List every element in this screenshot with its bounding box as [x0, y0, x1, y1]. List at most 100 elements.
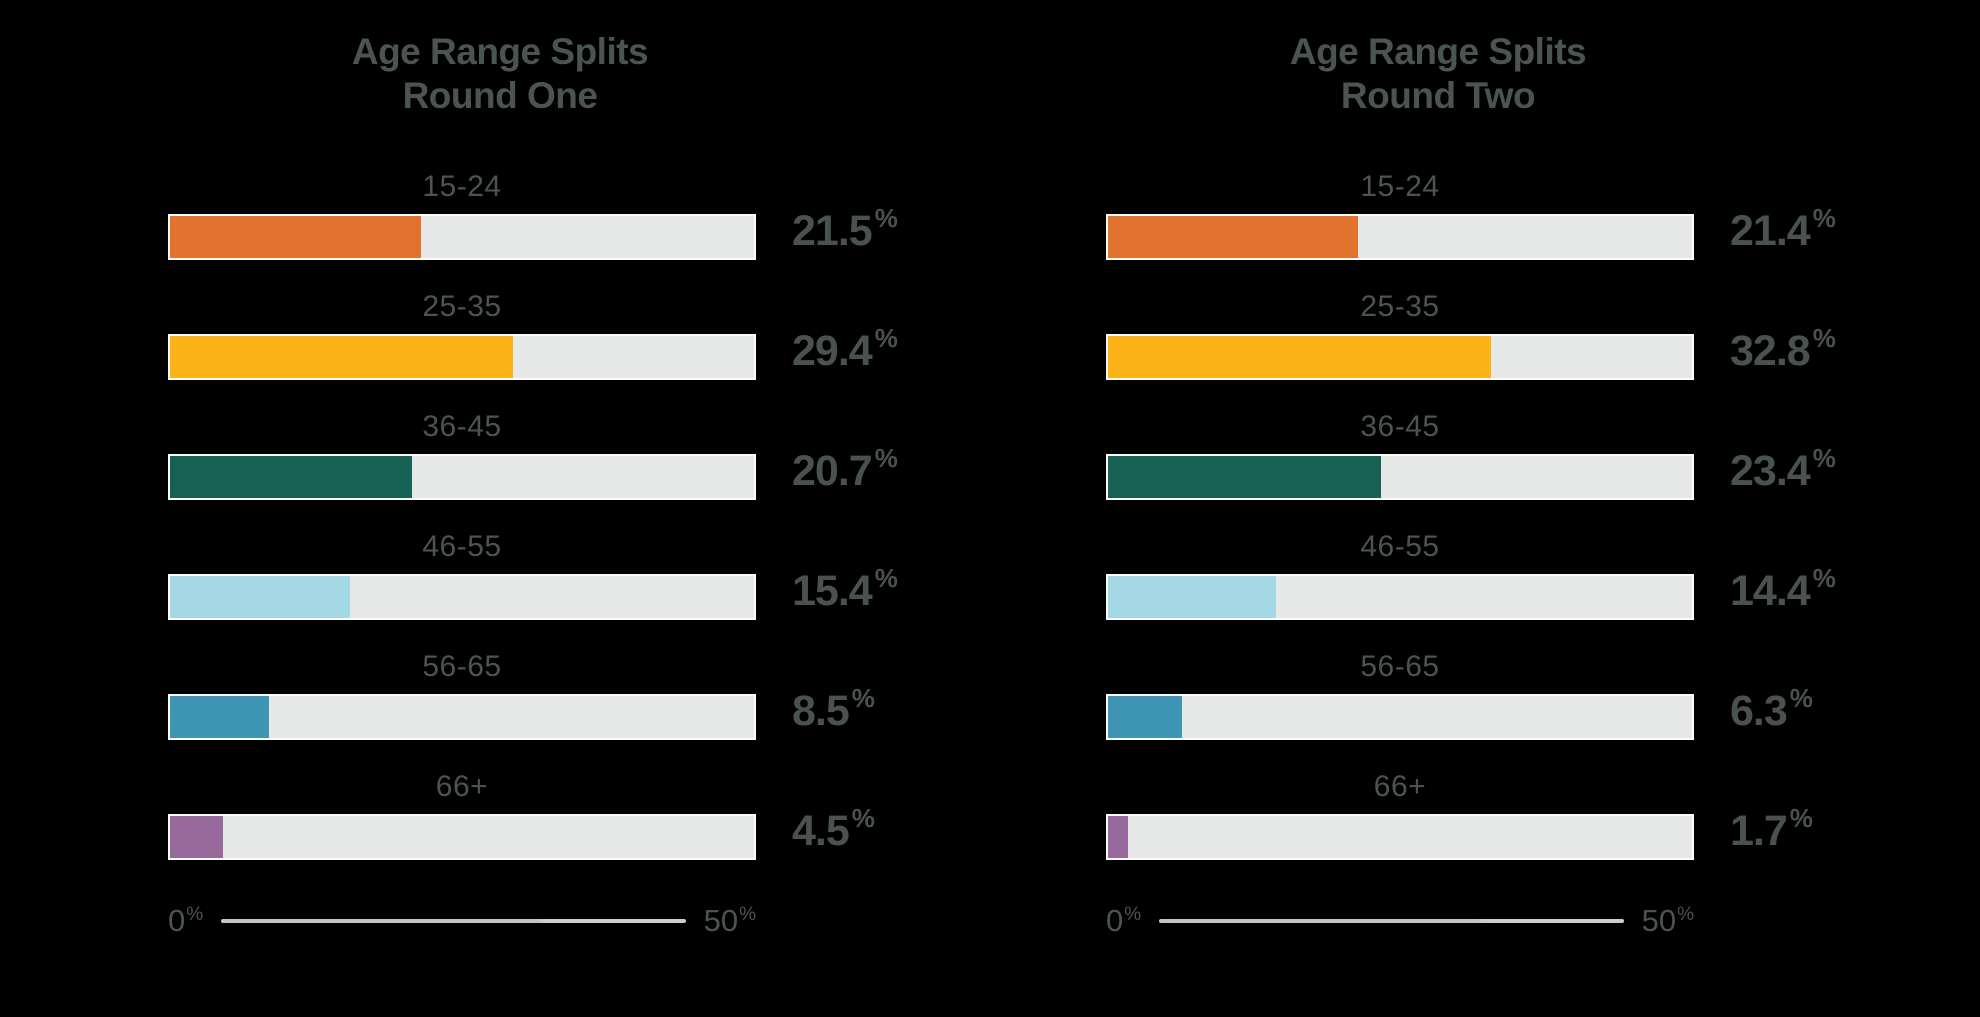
- category-label: 46-55: [422, 530, 502, 563]
- bar-row: 66+ 4.5%: [168, 756, 875, 876]
- chart-title-line: Round One: [402, 74, 598, 116]
- percent-sign: %: [1812, 202, 1836, 233]
- percent-sign: %: [1677, 904, 1694, 925]
- percent-sign: %: [874, 442, 898, 473]
- value-number: 29.4: [792, 326, 873, 375]
- percent-sign: %: [1812, 322, 1836, 353]
- category-label: 25-35: [422, 290, 502, 323]
- category-label: 66+: [1373, 770, 1427, 803]
- value-number: 20.7: [792, 446, 873, 495]
- axis-tick-max: 50%: [703, 903, 756, 938]
- value-label: 23.4%: [1730, 443, 1836, 495]
- value-number: 21.5: [792, 206, 873, 255]
- value-label: 6.3%: [1730, 683, 1813, 735]
- percent-sign: %: [739, 904, 756, 925]
- value-label: 8.5%: [792, 683, 875, 735]
- bar-fill: [170, 816, 223, 858]
- value-number: 23.4: [1730, 446, 1811, 495]
- category-label: 15-24: [1360, 170, 1440, 203]
- bar-fill: [1108, 696, 1182, 738]
- bar-row: 25-35 29.4%: [168, 276, 898, 396]
- percent-sign: %: [851, 802, 875, 833]
- bar-row: 46-55 15.4%: [168, 516, 898, 636]
- category-label: 36-45: [422, 410, 502, 443]
- bar-fill: [1108, 576, 1277, 618]
- chart-title-line: Age Range Splits: [1289, 31, 1587, 72]
- bar-fill: [1108, 336, 1492, 378]
- chart-title-line: Age Range Splits: [351, 31, 649, 72]
- bar-track: [1106, 214, 1694, 260]
- bar-row: 56-65 6.3%: [1106, 636, 1813, 756]
- category-label: 56-65: [1360, 650, 1440, 683]
- percent-sign: %: [874, 562, 898, 593]
- bar-track: [1106, 334, 1694, 380]
- value-label: 20.7%: [792, 443, 898, 495]
- bar-fill: [1108, 456, 1382, 498]
- bar-fill: [1108, 816, 1128, 858]
- bar-row: 36-45 23.4%: [1106, 396, 1836, 516]
- category-label: 66+: [435, 770, 489, 803]
- value-number: 32.8: [1730, 326, 1811, 375]
- category-label: 36-45: [1360, 410, 1440, 443]
- value-label: 32.8%: [1730, 323, 1836, 375]
- percent-sign: %: [874, 202, 898, 233]
- value-label: 21.4%: [1730, 203, 1836, 255]
- value-label: 15.4%: [792, 563, 898, 615]
- value-number: 15.4: [792, 566, 873, 615]
- category-label: 46-55: [1360, 530, 1440, 563]
- value-number: 14.4: [1730, 566, 1811, 615]
- percent-sign: %: [1124, 904, 1142, 925]
- bar-row: 66+ 1.7%: [1106, 756, 1813, 876]
- bar-track: [168, 334, 756, 380]
- percent-sign: %: [1812, 562, 1836, 593]
- value-number: 1.7: [1730, 806, 1788, 855]
- chart-panel-round-two: Age Range Splits Round Two 15-24 21.4% 2…: [1066, 0, 1836, 1017]
- bar-track: [168, 694, 756, 740]
- category-label: 15-24: [422, 170, 502, 203]
- value-number: 21.4: [1730, 206, 1811, 255]
- value-label: 1.7%: [1730, 803, 1813, 855]
- chart-title-line: Round Two: [1340, 74, 1536, 116]
- bar-track: [168, 214, 756, 260]
- bar-track: [1106, 694, 1694, 740]
- bar-fill: [170, 576, 350, 618]
- bar-rows: 15-24 21.4% 25-35 32.8% 36-45 23.4: [1106, 156, 1836, 876]
- bar-track: [168, 454, 756, 500]
- bar-fill: [170, 696, 270, 738]
- axis-tick-max: 50%: [1641, 903, 1694, 938]
- axis-line: [221, 919, 686, 923]
- bar-row: 36-45 20.7%: [168, 396, 898, 516]
- percent-sign: %: [186, 904, 204, 925]
- percent-sign: %: [1789, 802, 1813, 833]
- percent-sign: %: [1789, 682, 1813, 713]
- bar-rows: 15-24 21.5% 25-35 29.4% 36-45 20.7: [168, 156, 898, 876]
- value-label: 29.4%: [792, 323, 898, 375]
- x-axis: 0% 50%: [168, 903, 756, 939]
- percent-sign: %: [851, 682, 875, 713]
- bar-fill: [170, 336, 514, 378]
- bar-track: [1106, 814, 1694, 860]
- percent-sign: %: [1812, 442, 1836, 473]
- bar-track: [168, 814, 756, 860]
- bar-row: 25-35 32.8%: [1106, 276, 1836, 396]
- value-number: 8.5: [792, 686, 850, 735]
- value-label: 4.5%: [792, 803, 875, 855]
- value-number: 6.3: [1730, 686, 1788, 735]
- bar-fill: [170, 456, 412, 498]
- bar-track: [1106, 574, 1694, 620]
- bar-track: [1106, 454, 1694, 500]
- bar-row: 46-55 14.4%: [1106, 516, 1836, 636]
- chart-title: Age Range Splits Round Two: [1066, 30, 1810, 117]
- bar-fill: [1108, 216, 1358, 258]
- value-number: 4.5: [792, 806, 850, 855]
- bar-row: 56-65 8.5%: [168, 636, 875, 756]
- category-label: 25-35: [1360, 290, 1440, 323]
- chart-title: Age Range Splits Round One: [128, 30, 872, 117]
- category-label: 56-65: [422, 650, 502, 683]
- bar-row: 15-24 21.4%: [1106, 156, 1836, 276]
- x-axis: 0% 50%: [1106, 903, 1694, 939]
- value-label: 21.5%: [792, 203, 898, 255]
- bar-fill: [170, 216, 422, 258]
- axis-tick-min: 0%: [168, 903, 204, 938]
